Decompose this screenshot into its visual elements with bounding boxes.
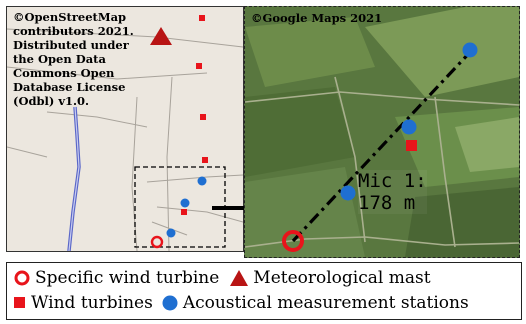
mic-distance-label: Mic 1: 178 m: [358, 170, 427, 214]
legend-specific-turbine: Specific wind turbine: [13, 268, 219, 288]
wind-turbine-marker: [199, 15, 205, 21]
osm-credit: ©OpenStreetMap contributors 2021. Distri…: [13, 10, 134, 108]
legend-wind-turbines: Wind turbines: [13, 293, 153, 313]
station-marker: [167, 229, 176, 238]
google-credit: ©Google Maps 2021: [251, 11, 382, 25]
specific-turbine-marker: [152, 237, 162, 247]
specific-turbine-icon: [13, 269, 31, 287]
street-map-panel: ©OpenStreetMap contributors 2021. Distri…: [6, 6, 244, 252]
mic-label-line1: Mic 1:: [358, 170, 427, 192]
satellite-drawing: [245, 7, 519, 257]
legend-row-2: Wind turbines Acoustical measurement sta…: [13, 291, 469, 315]
wind-turbine-marker: [406, 140, 417, 151]
station-marker: [198, 177, 207, 186]
station-marker: [402, 120, 417, 135]
station-marker: [341, 186, 356, 201]
wind-turbine-icon: [13, 296, 27, 310]
wind-turbine-marker: [196, 63, 202, 69]
legend-met-mast: Meteorological mast: [229, 268, 430, 288]
legend-specific-turbine-label: Specific wind turbine: [35, 268, 219, 288]
legend-stations: Acoustical measurement stations: [161, 293, 469, 313]
met-mast-icon: [229, 269, 249, 287]
legend-stations-label: Acoustical measurement stations: [183, 293, 469, 313]
legend-met-mast-label: Meteorological mast: [253, 268, 430, 288]
station-marker: [181, 199, 190, 208]
satellite-map-panel: ©Google Maps 2021 Mic 1: 178 m: [244, 6, 520, 258]
wind-turbine-marker: [202, 157, 208, 163]
wind-turbine-marker: [200, 114, 206, 120]
met-mast-triangle: [150, 27, 172, 45]
map-legend: Specific wind turbine Meteorological mas…: [6, 262, 522, 320]
legend-wind-turbines-label: Wind turbines: [31, 293, 153, 313]
station-marker: [463, 43, 478, 58]
mic-label-line2: 178 m: [358, 192, 427, 214]
station-icon: [161, 294, 179, 312]
wind-turbine-marker: [181, 209, 187, 215]
legend-row-1: Specific wind turbine Meteorological mas…: [13, 266, 431, 290]
